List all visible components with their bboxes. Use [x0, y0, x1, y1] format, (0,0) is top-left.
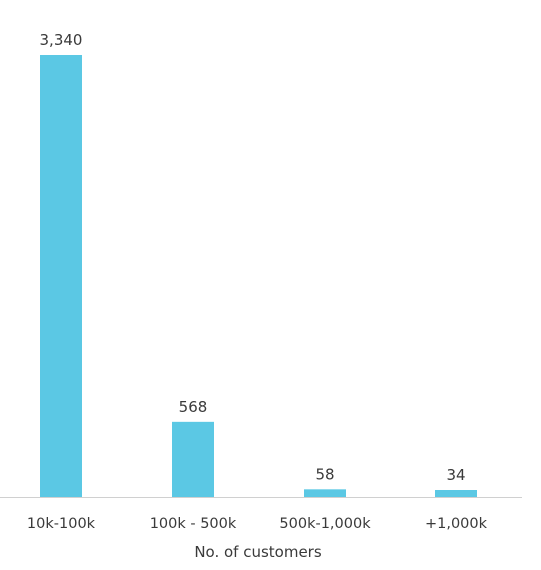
x-axis-title: No. of customers	[194, 543, 322, 561]
bar-4	[435, 490, 477, 497]
x-tick-label-2: 100k - 500k	[150, 516, 237, 532]
bar-1	[40, 55, 82, 497]
value-label-1: 3,340	[40, 31, 83, 49]
value-label-4: 34	[446, 466, 465, 484]
x-tick-label-3: 500k-1,000k	[279, 516, 371, 532]
bar-3	[304, 489, 346, 497]
value-label-3: 58	[315, 465, 334, 483]
x-tick-label-4: +1,000k	[425, 516, 488, 532]
x-tick-label-1: 10k-100k	[27, 516, 96, 532]
bars-group	[40, 55, 477, 497]
x-tick-labels-group: 10k-100k 100k - 500k 500k-1,000k +1,000k	[27, 516, 488, 532]
value-label-2: 568	[179, 398, 208, 416]
value-labels-group: 3,340 568 58 34	[40, 31, 466, 484]
bar-2	[172, 421, 214, 497]
